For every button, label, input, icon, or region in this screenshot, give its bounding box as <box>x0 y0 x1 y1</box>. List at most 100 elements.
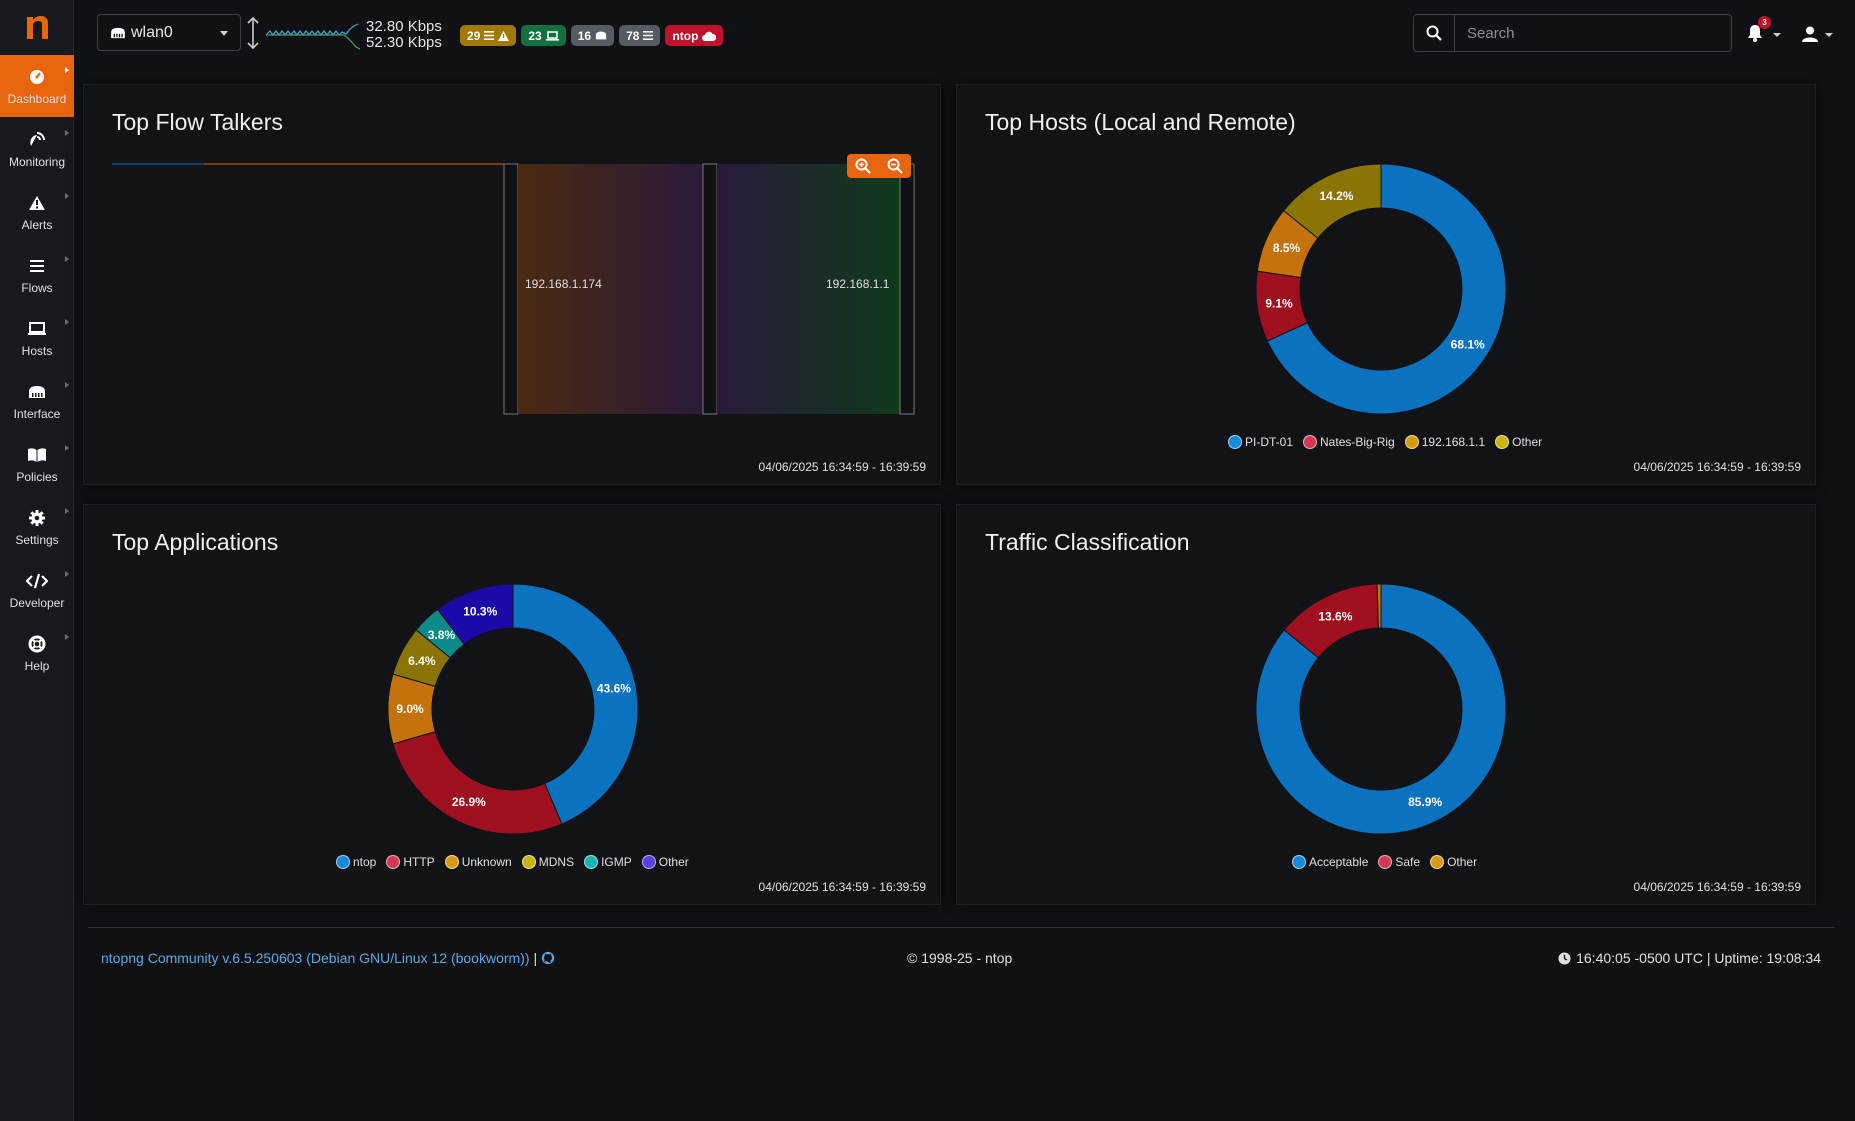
legend-label: MDNS <box>538 855 575 869</box>
sankey-node <box>702 163 718 415</box>
donut-slice-http[interactable] <box>392 730 563 835</box>
interface-select[interactable]: wlan0 <box>97 14 241 51</box>
gear-icon <box>26 508 48 528</box>
sankey-chart <box>112 163 915 415</box>
version-link[interactable]: ntopng Community v.6.5.250603 (Debian GN… <box>101 950 530 966</box>
github-icon[interactable] <box>541 951 555 965</box>
sidebar-item-alerts[interactable]: Alerts <box>0 181 74 243</box>
bell-icon <box>1748 25 1762 42</box>
ethernet-icon <box>595 31 607 40</box>
chevron-right-icon <box>65 193 69 199</box>
legend-swatch <box>336 855 350 869</box>
legend-swatch <box>386 855 401 869</box>
legend-item[interactable]: IGMP <box>584 855 632 869</box>
sankey-link <box>518 164 703 414</box>
legend-item[interactable]: Nates-Big-Rig <box>1303 435 1395 449</box>
donut-slice-acceptable[interactable] <box>1255 583 1507 835</box>
hosts-badge[interactable]: 23 <box>521 25 566 46</box>
throughput-readout: 32.80 Kbps 52.30 Kbps <box>366 19 442 51</box>
legend-label: 192.168.1.1 <box>1421 435 1486 449</box>
donut-slice-other[interactable] <box>1376 583 1382 629</box>
top-flow-talkers-card: Top Flow Talkers 192.168.1.174 192.168.1… <box>83 84 941 485</box>
upload-speed: 32.80 Kbps <box>366 18 442 35</box>
alerts-badge[interactable]: 29 <box>460 25 517 46</box>
sidebar-item-settings[interactable]: Settings <box>0 496 74 558</box>
card-timestamp: 04/06/2025 16:34:59 - 16:39:59 <box>1633 460 1801 474</box>
sidebar-item-monitoring[interactable]: Monitoring <box>0 118 74 180</box>
donut-slice-other[interactable] <box>1282 163 1382 239</box>
chevron-right-icon <box>65 319 69 325</box>
legend-item[interactable]: PI-DT-01 <box>1228 435 1293 449</box>
card-title: Top Flow Talkers <box>112 109 283 135</box>
search-input[interactable] <box>1455 15 1731 51</box>
legend-swatch <box>1378 855 1393 869</box>
footer-clock: 16:40:05 -0500 UTC | Uptime: 19:08:34 <box>1558 950 1821 966</box>
legend-label: ntop <box>353 855 377 869</box>
satellite-dish-icon <box>26 130 48 150</box>
zoom-in-icon[interactable] <box>855 158 871 174</box>
top-hosts-donut-chart: 68.1% 9.1% 8.5% 14.2% <box>1255 163 1507 415</box>
legend-swatch <box>1404 435 1419 449</box>
flows-badge[interactable]: 78 <box>619 25 661 46</box>
sidebar-item-label: Alerts <box>21 217 53 232</box>
devices-badge[interactable]: 16 <box>570 25 615 46</box>
donut-slice-label: 8.5% <box>1273 241 1301 255</box>
legend-item[interactable]: HTTP <box>386 855 435 869</box>
legend-item[interactable]: MDNS <box>521 855 575 869</box>
footer-divider <box>88 927 1835 928</box>
sidebar-item-label: Dashboard <box>7 91 67 106</box>
legend-item[interactable]: Other <box>1495 435 1542 449</box>
sidebar-item-label: Settings <box>15 532 59 547</box>
donut-slice-label: 9.0% <box>396 702 424 716</box>
ntop-cloud-badge[interactable]: ntop <box>665 25 724 46</box>
card-timestamp: 04/06/2025 16:34:59 - 16:39:59 <box>758 460 926 474</box>
legend-label: IGMP <box>601 855 632 869</box>
sidebar-item-dashboard[interactable]: Dashboard <box>0 55 74 117</box>
zoom-out-icon[interactable] <box>887 158 903 174</box>
sankey-node <box>503 163 519 415</box>
legend-item[interactable]: Other <box>1430 855 1477 869</box>
legend-swatch <box>1292 855 1306 869</box>
sidebar-item-interface[interactable]: Interface <box>0 370 74 432</box>
list-icon <box>643 31 654 40</box>
clock-icon <box>1558 951 1571 965</box>
card-timestamp: 04/06/2025 16:34:59 - 16:39:59 <box>758 880 926 894</box>
legend-item[interactable]: ntop <box>336 855 376 869</box>
interface-name: wlan0 <box>131 23 173 41</box>
legend-item[interactable]: Other <box>641 855 689 869</box>
sidebar-item-help[interactable]: Help <box>0 622 74 684</box>
legend-item[interactable]: Safe <box>1378 855 1420 869</box>
donut-slice-pi-dt-01[interactable] <box>1266 163 1507 415</box>
sidebar-item-flows[interactable]: Flows <box>0 244 74 306</box>
donut-slice-ntop[interactable] <box>512 583 639 825</box>
legend-item[interactable]: Unknown <box>444 855 512 869</box>
sidebar-item-label: Developer <box>9 595 65 610</box>
throughput-sparkline <box>265 23 361 50</box>
alerts-count: 29 <box>467 28 481 43</box>
sidebar-item-label: Help <box>24 658 50 673</box>
legend-item[interactable]: Acceptable <box>1292 855 1368 869</box>
sidebar-item-policies[interactable]: Policies <box>0 433 74 495</box>
footer-copyright: © 1998-25 - ntop <box>907 950 1013 966</box>
search-box <box>1413 14 1732 52</box>
search-button[interactable] <box>1414 15 1455 51</box>
ntopng-logo[interactable] <box>0 0 74 52</box>
sidebar-item-hosts[interactable]: Hosts <box>0 307 74 369</box>
zoom-controls <box>847 154 911 178</box>
lifering-icon <box>26 634 48 654</box>
sidebar-item-developer[interactable]: Developer <box>0 559 74 621</box>
card-title: Traffic Classification <box>985 529 1190 555</box>
devices-count: 16 <box>577 28 592 43</box>
donut-slice-other[interactable] <box>436 583 514 646</box>
notifications-button[interactable]: 3 <box>1745 16 1781 48</box>
legend-label: Other <box>658 855 689 869</box>
chart-legend: ntop HTTP Unknown MDNS IGMP Other <box>336 855 689 869</box>
legend-label: Other <box>1447 855 1478 869</box>
legend-item[interactable]: 192.168.1.1 <box>1404 435 1486 449</box>
donut-slice-label: 6.4% <box>408 654 436 668</box>
clock-text: 16:40:05 -0500 UTC | Uptime: 19:08:34 <box>1576 950 1821 966</box>
card-title: Top Hosts (Local and Remote) <box>985 109 1296 135</box>
sidebar-item-label: Monitoring <box>8 154 66 169</box>
user-menu-button[interactable] <box>1800 22 1838 48</box>
legend-swatch <box>444 855 459 869</box>
